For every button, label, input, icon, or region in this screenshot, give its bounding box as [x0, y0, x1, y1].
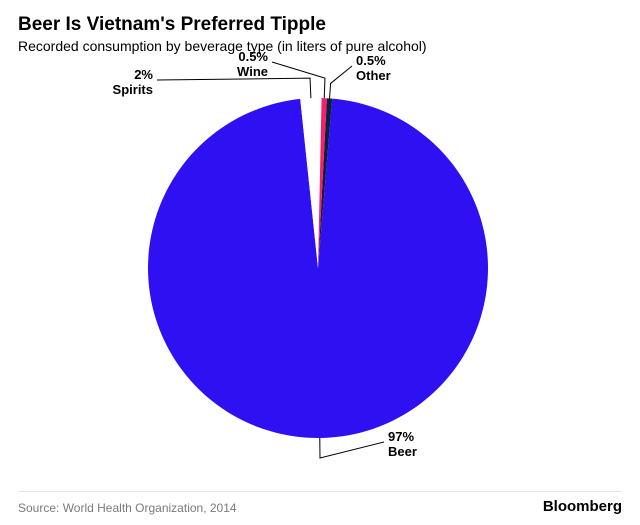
chart-subtitle: Recorded consumption by beverage type (i…	[18, 38, 622, 54]
source-text: Source: World Health Organization, 2014	[18, 501, 237, 515]
leader-line-wine	[272, 62, 325, 98]
leader-line-other	[330, 66, 352, 98]
chart-title: Beer Is Vietnam's Preferred Tipple	[18, 14, 622, 36]
brand-logo: Bloomberg	[543, 498, 622, 515]
leader-line-beer	[320, 438, 384, 458]
leader-line-spirits	[157, 78, 311, 98]
pie-chart: 0.5%Other97%Beer2%Spirits0.5%Wine	[18, 58, 622, 491]
